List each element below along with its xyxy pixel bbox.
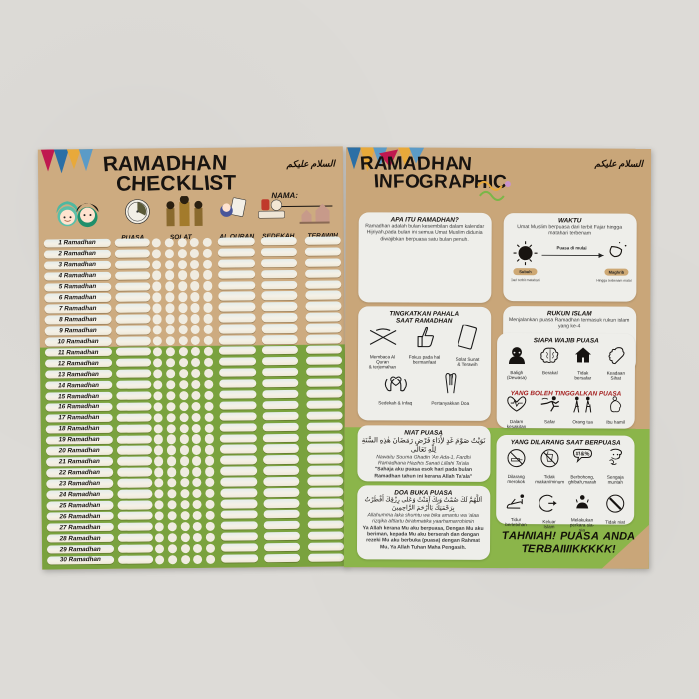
svg-text:Maghrib: Maghrib [608,269,624,274]
svg-text:Dari terbit matahari: Dari terbit matahari [511,278,540,282]
svg-text:Hingga terbenam matahari: Hingga terbenam matahari [596,278,631,282]
svg-text:Puasa di mulai: Puasa di mulai [556,245,586,250]
svg-text:#!&%: #!&% [575,452,589,458]
svg-text:Subuh: Subuh [519,269,532,274]
